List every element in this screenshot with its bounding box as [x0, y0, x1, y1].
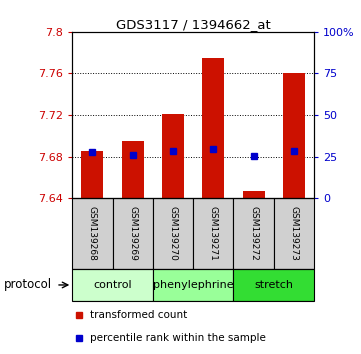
Text: GSM139270: GSM139270: [169, 206, 178, 261]
Bar: [283, 73, 305, 198]
Text: GSM139273: GSM139273: [290, 206, 299, 261]
Bar: [243, 191, 265, 198]
Text: GSM139268: GSM139268: [88, 206, 97, 261]
Bar: [153, 198, 193, 269]
Text: GSM139271: GSM139271: [209, 206, 218, 261]
Bar: [122, 141, 144, 198]
Text: GSM139269: GSM139269: [128, 206, 137, 261]
Bar: [193, 198, 234, 269]
Text: control: control: [93, 280, 132, 290]
Bar: [113, 198, 153, 269]
Bar: [234, 198, 274, 269]
Text: percentile rank within the sample: percentile rank within the sample: [90, 333, 266, 343]
Text: transformed count: transformed count: [90, 310, 187, 320]
Text: phenylephrine: phenylephrine: [153, 280, 234, 290]
Text: stretch: stretch: [254, 280, 293, 290]
Bar: [81, 152, 104, 198]
Bar: [153, 269, 234, 301]
Bar: [162, 114, 184, 198]
Text: GSM139272: GSM139272: [249, 206, 258, 261]
Bar: [202, 58, 225, 198]
Title: GDS3117 / 1394662_at: GDS3117 / 1394662_at: [116, 18, 270, 31]
Text: protocol: protocol: [4, 279, 52, 291]
Bar: [72, 198, 113, 269]
Bar: [234, 269, 314, 301]
Bar: [274, 198, 314, 269]
Bar: [72, 269, 153, 301]
